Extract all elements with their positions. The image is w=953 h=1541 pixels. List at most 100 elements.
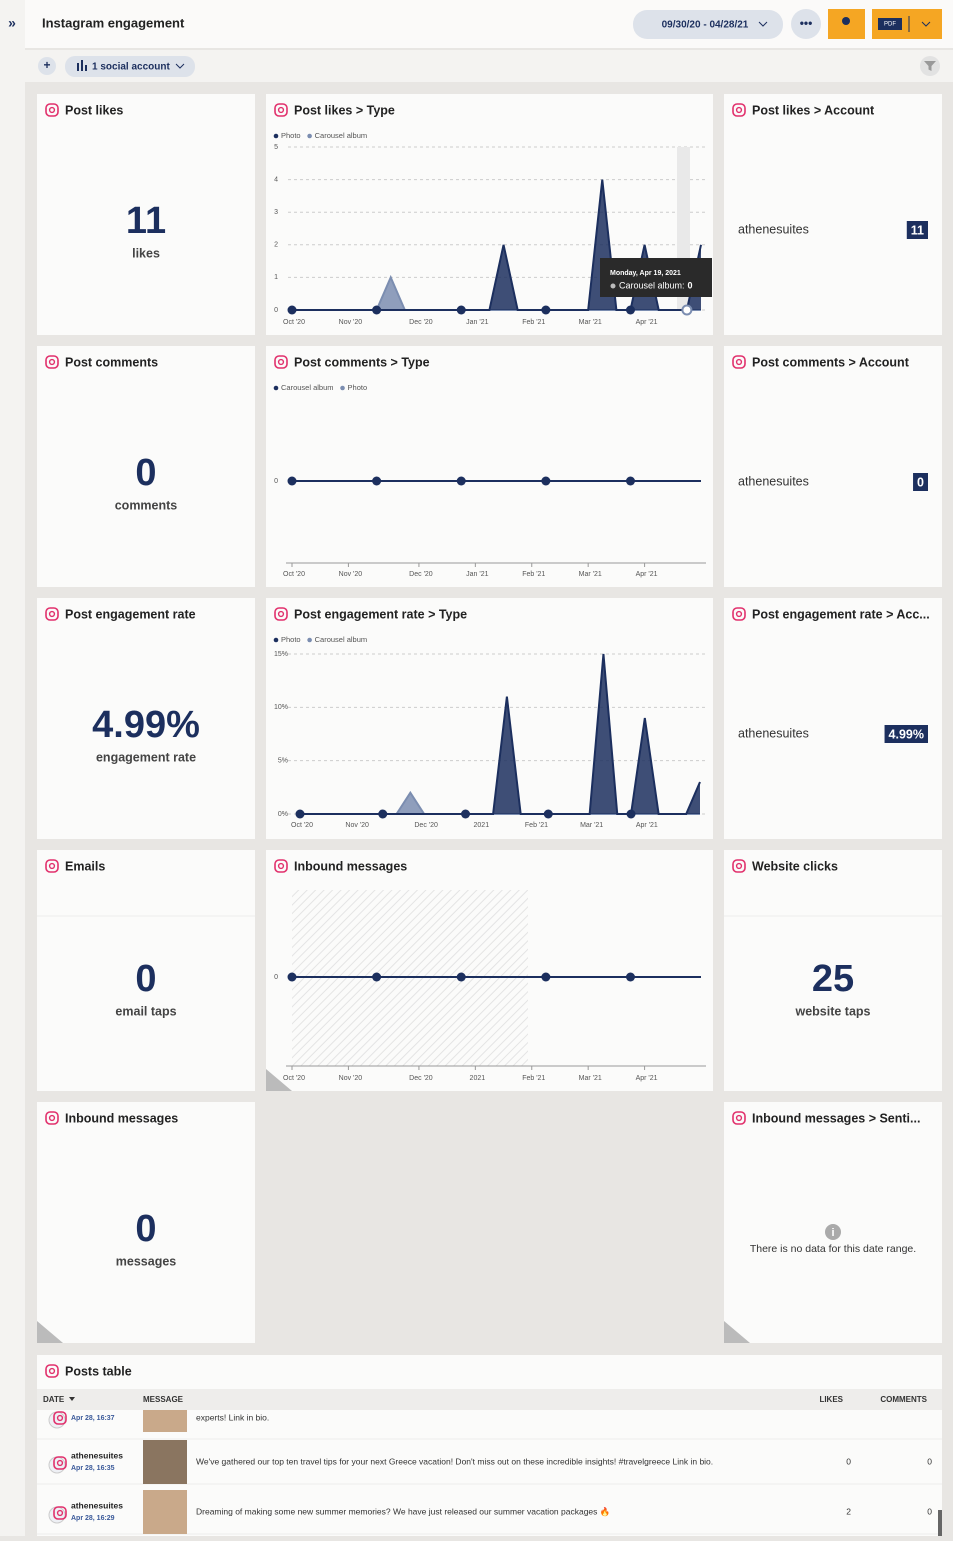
y-tick-label: 4 (274, 176, 278, 183)
legend-label: Carousel album (315, 635, 368, 644)
instagram-icon (277, 358, 285, 366)
instagram-icon (274, 607, 288, 621)
likes: 0 (846, 1456, 851, 1466)
legend-label: Carousel album (281, 383, 334, 392)
instagram-icon (48, 862, 56, 870)
instagram-icon (48, 1367, 56, 1375)
x-tick-label: Dec '20 (409, 571, 433, 578)
kpi-unit: engagement rate (96, 750, 196, 764)
hover-point (681, 304, 693, 316)
x-tick-label: Feb '21 (525, 822, 548, 829)
point (625, 305, 635, 315)
x-tick-label: Jan '21 (466, 319, 488, 326)
info-icon (825, 1224, 841, 1240)
warning-corner (724, 1321, 750, 1343)
card (724, 94, 942, 335)
x-tick-label: Apr '21 (636, 1075, 658, 1082)
x-tick-label: Feb '21 (522, 571, 545, 578)
x-tick-label: Feb '21 (522, 319, 545, 326)
x-tick-label: Apr '21 (636, 822, 658, 829)
instagram-icon (53, 1456, 67, 1470)
point (287, 476, 297, 486)
column-header: MESSAGE (143, 1395, 184, 1404)
kpi-unit: likes (132, 246, 160, 260)
account-name: athenesuites (738, 222, 809, 236)
legend-marker (340, 385, 345, 391)
account-filter-label[interactable]: 1 social account (92, 62, 170, 73)
message: We've gathered our top ten travel tips f… (196, 1456, 713, 1466)
point (372, 476, 382, 486)
avatar (48, 1456, 66, 1474)
point (625, 476, 635, 486)
card-title: Post likes > Type (294, 103, 395, 117)
instagram-icon (48, 610, 56, 618)
account-badge (884, 725, 928, 743)
column-header: COMMENTS (880, 1395, 927, 1404)
series-area (292, 179, 701, 310)
legend-label: Photo (281, 635, 301, 644)
point (456, 476, 466, 486)
x-tick-label: Dec '20 (409, 1075, 433, 1082)
likes: 2 (846, 1506, 851, 1516)
date: Apr 28, 16:37 (71, 1415, 115, 1422)
scrollbar (938, 1510, 942, 1536)
share-icon (842, 17, 850, 25)
x-tick-label: Nov '20 (339, 1075, 363, 1082)
instagram-icon (277, 610, 285, 618)
card-title: Post likes (65, 103, 123, 117)
instagram-icon (53, 1411, 67, 1425)
warning-corner (37, 1321, 63, 1343)
kpi-unit: messages (116, 1254, 177, 1268)
instagram-icon (56, 1509, 64, 1517)
date: Apr 28, 16:29 (71, 1515, 115, 1522)
legend-marker (273, 637, 279, 643)
account: athenesuites (71, 1500, 123, 1510)
kpi-unit: comments (115, 498, 178, 512)
instagram-icon (53, 1506, 67, 1520)
card (37, 598, 255, 839)
table-title: Posts table (65, 1364, 132, 1378)
card-title: Post likes > Account (752, 103, 875, 117)
point (456, 305, 466, 315)
date-picker[interactable] (633, 10, 783, 39)
date-range[interactable]: 09/30/20 - 04/28/21 (662, 20, 749, 31)
point (543, 809, 553, 819)
card (37, 850, 255, 1091)
avatar (48, 1506, 66, 1524)
instagram-icon (732, 355, 746, 369)
more-button[interactable] (791, 9, 821, 39)
point (541, 972, 551, 982)
chevron (921, 21, 931, 27)
account-badge (906, 221, 928, 239)
post-thumbnail (143, 1490, 187, 1534)
instagram-icon (277, 106, 285, 114)
add-button[interactable] (38, 57, 56, 75)
legend-marker (307, 637, 312, 643)
y-tick-label: 15% (274, 651, 288, 658)
legend-marker (307, 133, 312, 139)
card (37, 94, 255, 335)
page-title: Instagram engagement (42, 15, 185, 30)
account-badge-label: 0 (917, 475, 924, 489)
instagram-icon (48, 358, 56, 366)
card-title: Post comments > Account (752, 355, 910, 369)
series-line (300, 653, 701, 815)
instagram-icon (45, 355, 59, 369)
x-tick-label: Jan '21 (466, 571, 488, 578)
card-title: Post comments (65, 355, 158, 369)
series-line (292, 179, 702, 311)
instagram-icon (45, 859, 59, 873)
y-tick-label: 0 (274, 307, 278, 314)
column-header: LIKES (819, 1395, 843, 1404)
instagram-icon (732, 859, 746, 873)
message: experts! Link in bio. (196, 1412, 269, 1422)
message: Dreaming of making some new summer memor… (196, 1506, 610, 1516)
card-title: Inbound messages (294, 859, 407, 873)
instagram-icon (48, 106, 56, 114)
account-filter[interactable] (65, 56, 195, 77)
table-card (37, 1355, 942, 1536)
expand-icon[interactable]: » (8, 15, 16, 31)
instagram-icon (735, 358, 743, 366)
x-tick-label: Feb '21 (522, 1075, 545, 1082)
x-tick-label: 2021 (474, 822, 490, 829)
